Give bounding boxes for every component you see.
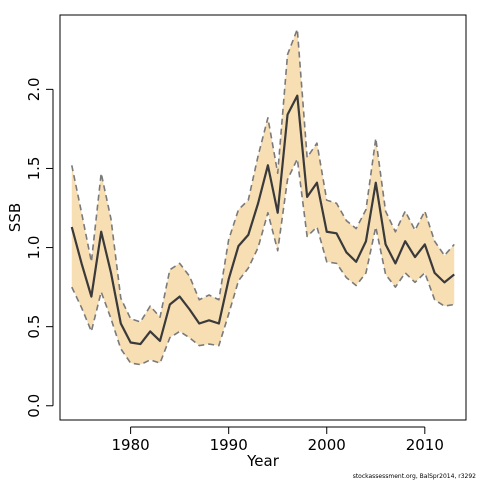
confidence-band-layer [71,29,455,365]
plot-frame [59,14,467,421]
x-axis-title: Year [246,452,280,470]
upper-bound-line [70,28,455,323]
y-tick-label: 0.0 [25,394,43,418]
lower-bound-line [71,158,455,366]
x-tick-label: 2000 [308,436,346,454]
x-tick-label: 2010 [406,436,444,454]
y-axis: 0.0 0.5 1.0 1.5 2.0 [25,77,54,418]
y-tick-label: 1.0 [25,236,43,260]
ssb-estimate-line [70,94,455,346]
y-tick-label: 2.0 [25,77,43,101]
confidence-band [71,29,455,365]
y-tick-label: 0.5 [25,315,43,339]
series-line-layer [70,28,455,366]
source-footnote: stockassessment.org, BalSpr2014, r3292 [353,473,476,480]
y-axis-title: SSB [6,203,24,232]
x-tick-label: 1990 [210,436,248,454]
x-tick-label: 1980 [112,436,150,454]
x-axis: 1980 1990 2000 2010 [112,426,444,454]
y-tick-label: 1.5 [25,157,43,181]
